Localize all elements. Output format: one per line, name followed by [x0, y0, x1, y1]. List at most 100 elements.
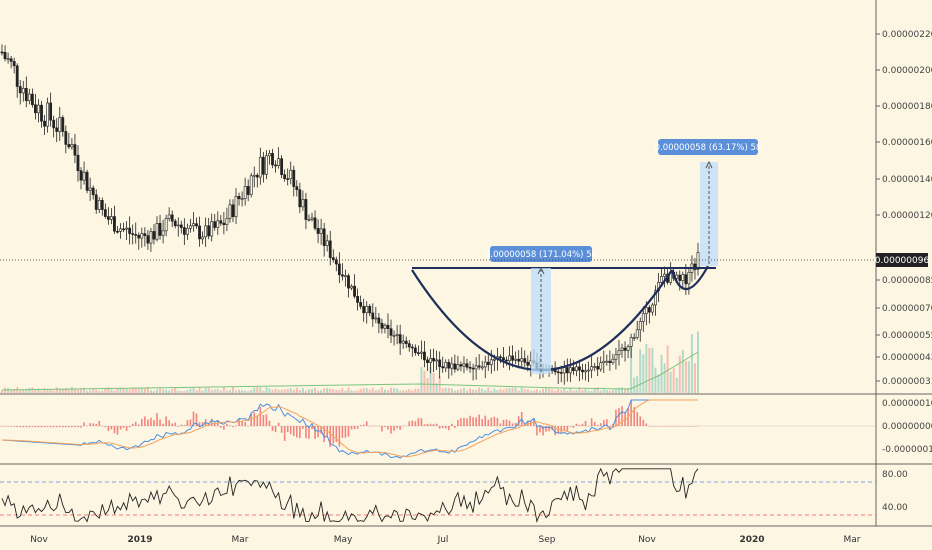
- candle-body: [27, 93, 31, 102]
- macd-histogram-bar: [651, 426, 654, 427]
- volume-bar: [493, 388, 496, 393]
- volume-bar: [532, 390, 535, 393]
- candle-body: [322, 228, 326, 246]
- candle-body: [252, 174, 256, 177]
- volume-bar: [417, 388, 420, 393]
- macd-histogram-bar: [399, 426, 401, 430]
- macd-histogram-bar: [274, 426, 277, 433]
- macd-histogram-bar: [61, 426, 64, 428]
- macd-histogram-bar: [387, 426, 389, 430]
- candle-body: [116, 230, 119, 233]
- macd-histogram-bar: [232, 426, 234, 428]
- rsi-pane[interactable]: [0, 467, 876, 524]
- volume-bar: [222, 387, 225, 393]
- candle-body: [304, 199, 308, 220]
- volume-bar: [186, 390, 189, 393]
- volume-bar: [43, 388, 46, 393]
- volume-bar: [697, 331, 699, 393]
- volume-bar: [605, 390, 608, 393]
- macd-histogram-bar: [697, 426, 699, 427]
- volume-bar: [368, 389, 371, 393]
- macd-histogram-bar: [210, 418, 213, 426]
- macd-histogram-bar: [238, 418, 240, 426]
- measure-tool-2[interactable]: 0.00000058 (63.17%) 58: [655, 139, 762, 266]
- time-axis[interactable]: Nov 2019 Mar May Jul Sep Nov 2020 Mar: [30, 535, 861, 545]
- candle-body: [359, 302, 363, 307]
- macd-histogram-bar: [581, 423, 584, 426]
- candle-body: [447, 362, 451, 369]
- volume-bar: [526, 389, 529, 393]
- candle-body: [207, 225, 211, 237]
- macd-histogram-bar: [13, 426, 15, 427]
- volume-bar: [58, 388, 61, 393]
- macd-histogram-bar: [180, 424, 183, 426]
- macd-pane[interactable]: [0, 399, 876, 459]
- volume-bar: [168, 390, 171, 393]
- candle-body: [568, 367, 572, 374]
- candle-body: [635, 329, 639, 338]
- rsi-tick-label: 40.00: [882, 503, 908, 513]
- volume-bar: [557, 389, 560, 393]
- volume-bar: [338, 390, 341, 393]
- volume-bar: [165, 389, 168, 393]
- handle-curve[interactable]: [670, 265, 709, 291]
- price-tick-label: 0.00000031: [882, 377, 932, 387]
- macd-histogram-bar: [642, 419, 645, 426]
- volume-bar: [505, 388, 508, 393]
- macd-histogram-bar: [381, 426, 383, 432]
- macd-histogram-bar: [411, 420, 414, 426]
- candle-body: [420, 351, 423, 354]
- rsi-axis[interactable]: 80.00 40.00: [882, 470, 908, 513]
- volume-bar: [362, 388, 365, 393]
- macd-histogram-bar: [150, 417, 152, 426]
- price-tick-label: 0.00000220: [882, 30, 932, 40]
- candle-body: [410, 346, 414, 349]
- time-tick-label: Nov: [30, 535, 48, 545]
- macd-histogram-bar: [384, 426, 386, 428]
- candle-body: [502, 357, 505, 361]
- candle-body: [523, 358, 527, 363]
- macd-histogram-bar: [165, 416, 167, 426]
- candle-body: [198, 225, 201, 240]
- macd-histogram-bar: [22, 426, 25, 428]
- volume-bar: [311, 389, 314, 393]
- candle-body: [334, 259, 338, 265]
- volume-bar: [280, 389, 283, 393]
- macd-histogram-bar: [542, 426, 544, 436]
- macd-histogram-bar: [28, 426, 31, 428]
- candle-body: [255, 174, 259, 178]
- volume-bar: [213, 389, 216, 393]
- macd-histogram-bar: [292, 426, 295, 436]
- candle-body: [404, 340, 408, 344]
- volume-bar: [459, 389, 462, 393]
- volume-bar: [593, 388, 596, 393]
- volume-bar: [307, 389, 310, 393]
- volume-bar: [538, 390, 541, 393]
- macd-axis[interactable]: 0.00000010 0.00000000 -0.00000010: [882, 399, 932, 455]
- candle-body: [237, 196, 241, 200]
- macd-histogram-bar: [356, 426, 359, 429]
- macd-histogram-bar: [89, 423, 91, 426]
- macd-histogram-bar: [414, 421, 417, 426]
- volume-bar: [195, 390, 198, 393]
- candle-body: [389, 328, 393, 336]
- macd-histogram-bar: [147, 419, 149, 426]
- volume-bar: [22, 389, 25, 393]
- price-axis[interactable]: 0.00000220 0.00000200 0.00000180 0.00000160…: [876, 30, 932, 387]
- candle-body: [693, 263, 697, 270]
- candle-body: [143, 233, 147, 236]
- volume-bar: [92, 389, 95, 393]
- volume-bar: [444, 387, 447, 393]
- volume-bar: [219, 390, 222, 393]
- volume-bar: [320, 390, 323, 393]
- candle-body: [511, 355, 515, 361]
- volume-bar: [231, 387, 234, 393]
- measure-tool-1[interactable]: 0.00000058 (171.04%) 58: [485, 246, 597, 374]
- volume-bar: [356, 390, 359, 393]
- macd-histogram-bar: [305, 426, 307, 439]
- macd-histogram-bar: [490, 417, 493, 426]
- volume-bar: [453, 390, 456, 393]
- candle-body: [170, 214, 174, 222]
